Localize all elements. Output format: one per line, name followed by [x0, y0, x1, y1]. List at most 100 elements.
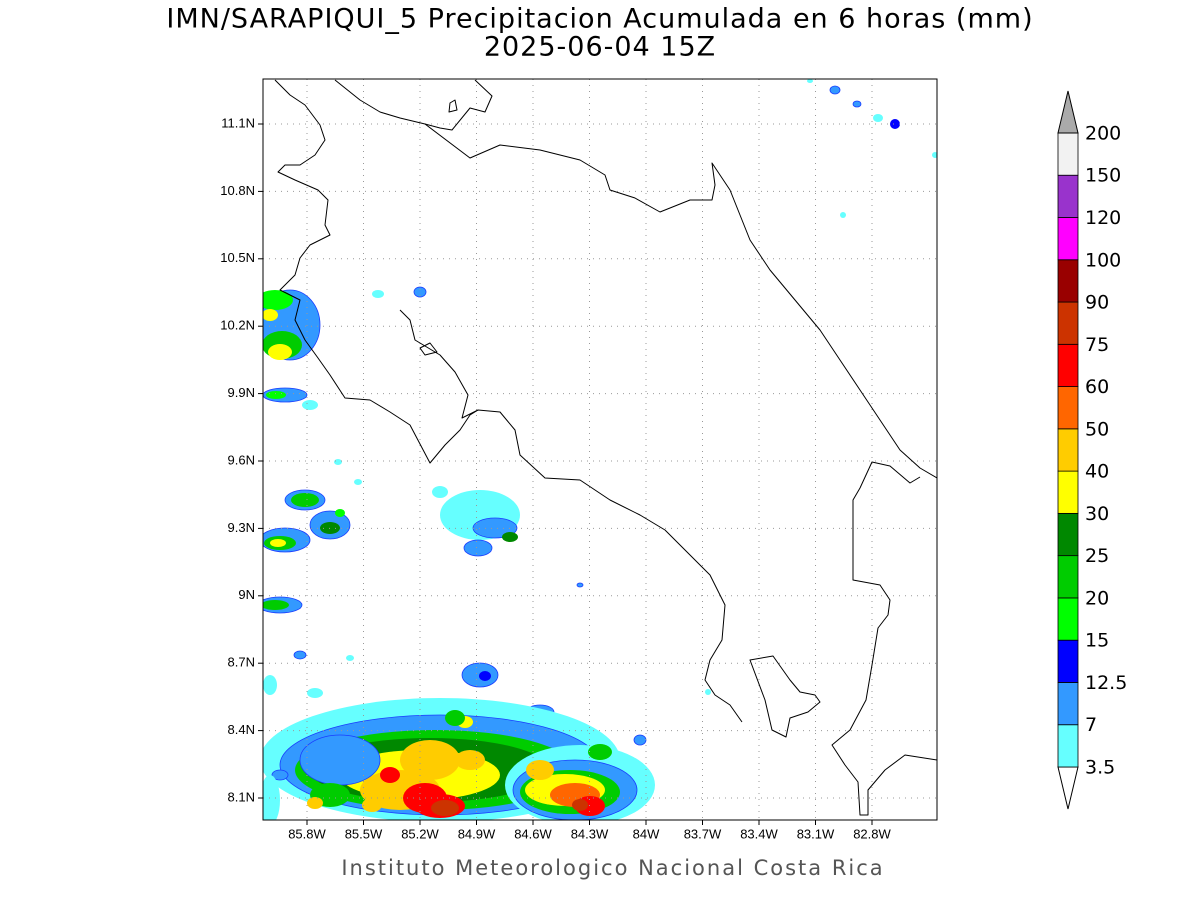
colorbar-under — [1057, 766, 1079, 810]
colorbar-label: 40 — [1085, 461, 1109, 483]
precip-area — [633, 734, 647, 746]
colorbar-label: 7 — [1085, 714, 1097, 736]
colorbar-label: 15 — [1085, 630, 1109, 652]
precip-area — [829, 85, 841, 95]
lon-label: 85.8W — [288, 826, 326, 841]
grid: 11.1N 10.8N 10.5N 10.2N 9.9N 9.6N 9.3N 9N 8.7N 8.… — [220, 79, 937, 841]
precip-area — [840, 212, 846, 218]
precip-area — [362, 798, 382, 812]
lat-label: 10.2N — [220, 318, 255, 333]
lon-label: 83.4W — [740, 826, 778, 841]
precip-area — [270, 539, 286, 547]
lat-label: 8.1N — [228, 789, 255, 804]
lat-label: 8.7N — [228, 655, 255, 670]
precip-area — [266, 391, 286, 399]
precip-area — [263, 290, 293, 310]
precip-area — [588, 744, 612, 760]
precip-area — [445, 710, 465, 726]
title: IMN/SARAPIQUI_5 Precipitacion Acumulada … — [166, 4, 1033, 35]
colorbar-label: 25 — [1085, 545, 1109, 567]
colorbar-bin — [1057, 301, 1079, 345]
pacific-coast — [274, 79, 743, 723]
lat-label: 11.1N — [221, 115, 255, 130]
colorbar-label: 12.5 — [1085, 672, 1127, 694]
nicoya-gulf — [399, 309, 479, 419]
colorbar-bin — [1057, 217, 1079, 261]
precip-area — [354, 479, 362, 485]
footer: Instituto Meteorologico Nacional Costa R… — [341, 856, 884, 880]
precip-area — [299, 734, 381, 786]
lon-label: 82.8W — [853, 826, 891, 841]
colorbar-bin — [1057, 174, 1079, 218]
plot-frame — [262, 78, 938, 821]
precip-area — [455, 750, 485, 770]
precip-area — [807, 79, 813, 83]
subtitle: 2025-06-04 15Z — [484, 32, 716, 63]
lon-label: 83.7W — [684, 826, 722, 841]
precip-area — [502, 532, 518, 542]
colorbar-label: 75 — [1085, 334, 1109, 356]
precip-area — [431, 800, 459, 816]
precip-area — [293, 650, 307, 660]
precip-area — [335, 509, 345, 517]
precip-area — [463, 539, 493, 557]
precip-area — [263, 775, 280, 820]
lon-label: 84.9W — [458, 826, 496, 841]
precip-area — [263, 309, 278, 321]
colorbar-bin — [1057, 597, 1079, 641]
lat-label: 9.6N — [228, 452, 255, 467]
lat-label: 10.5N — [220, 250, 255, 265]
colorbar-label: 200 — [1085, 122, 1121, 144]
colorbar-label: 30 — [1085, 503, 1109, 525]
lat-label: 9N — [238, 587, 255, 602]
precip-area — [400, 740, 460, 780]
colorbar-bin — [1057, 639, 1079, 683]
lat-label: 10.8N — [220, 183, 255, 198]
lon-label: 84W — [633, 826, 660, 841]
precip-area — [263, 600, 289, 610]
colorbar-label: 150 — [1085, 165, 1121, 187]
precip-area — [268, 344, 292, 360]
precip-area — [302, 400, 318, 410]
colorbar-label: 120 — [1085, 207, 1121, 229]
colorbar-bin — [1057, 555, 1079, 599]
caribbean-coast — [424, 123, 937, 479]
osa-peninsula — [749, 655, 821, 738]
precip-area — [380, 767, 400, 783]
precip-area — [705, 689, 711, 695]
lon-label: 85.2W — [401, 826, 439, 841]
lat-label: 9.3N — [228, 520, 255, 535]
lat-label: 9.9N — [228, 385, 255, 400]
lon-label: 83.1W — [797, 826, 835, 841]
colorbar-label: 100 — [1085, 249, 1121, 271]
precip-area — [576, 582, 584, 588]
precip-area — [432, 486, 448, 498]
colorbar-label: 20 — [1085, 587, 1109, 609]
lat-label: 8.4N — [228, 722, 255, 737]
colorbar-bin — [1057, 512, 1079, 557]
coastlines — [274, 79, 937, 816]
precip-area — [873, 114, 883, 122]
colorbar-over — [1057, 90, 1079, 134]
precip-area — [307, 797, 323, 809]
precip-area — [291, 493, 319, 507]
precip-field — [263, 79, 937, 820]
islet — [448, 99, 458, 113]
precip-area — [413, 286, 427, 298]
precip-area — [346, 655, 354, 661]
colorbar-label: 90 — [1085, 292, 1109, 314]
precip-area — [263, 675, 277, 695]
precip-area — [372, 290, 384, 298]
lon-label: 84.6W — [514, 826, 552, 841]
colorbar-label: 50 — [1085, 418, 1109, 440]
precip-area — [932, 152, 937, 158]
precip-area — [572, 799, 588, 811]
precip-area — [526, 760, 554, 780]
precip-area — [852, 100, 862, 108]
colorbar-label: 60 — [1085, 376, 1109, 398]
precip-area — [479, 671, 491, 681]
colorbar-bin — [1057, 343, 1079, 387]
nicoya-island — [419, 342, 438, 356]
